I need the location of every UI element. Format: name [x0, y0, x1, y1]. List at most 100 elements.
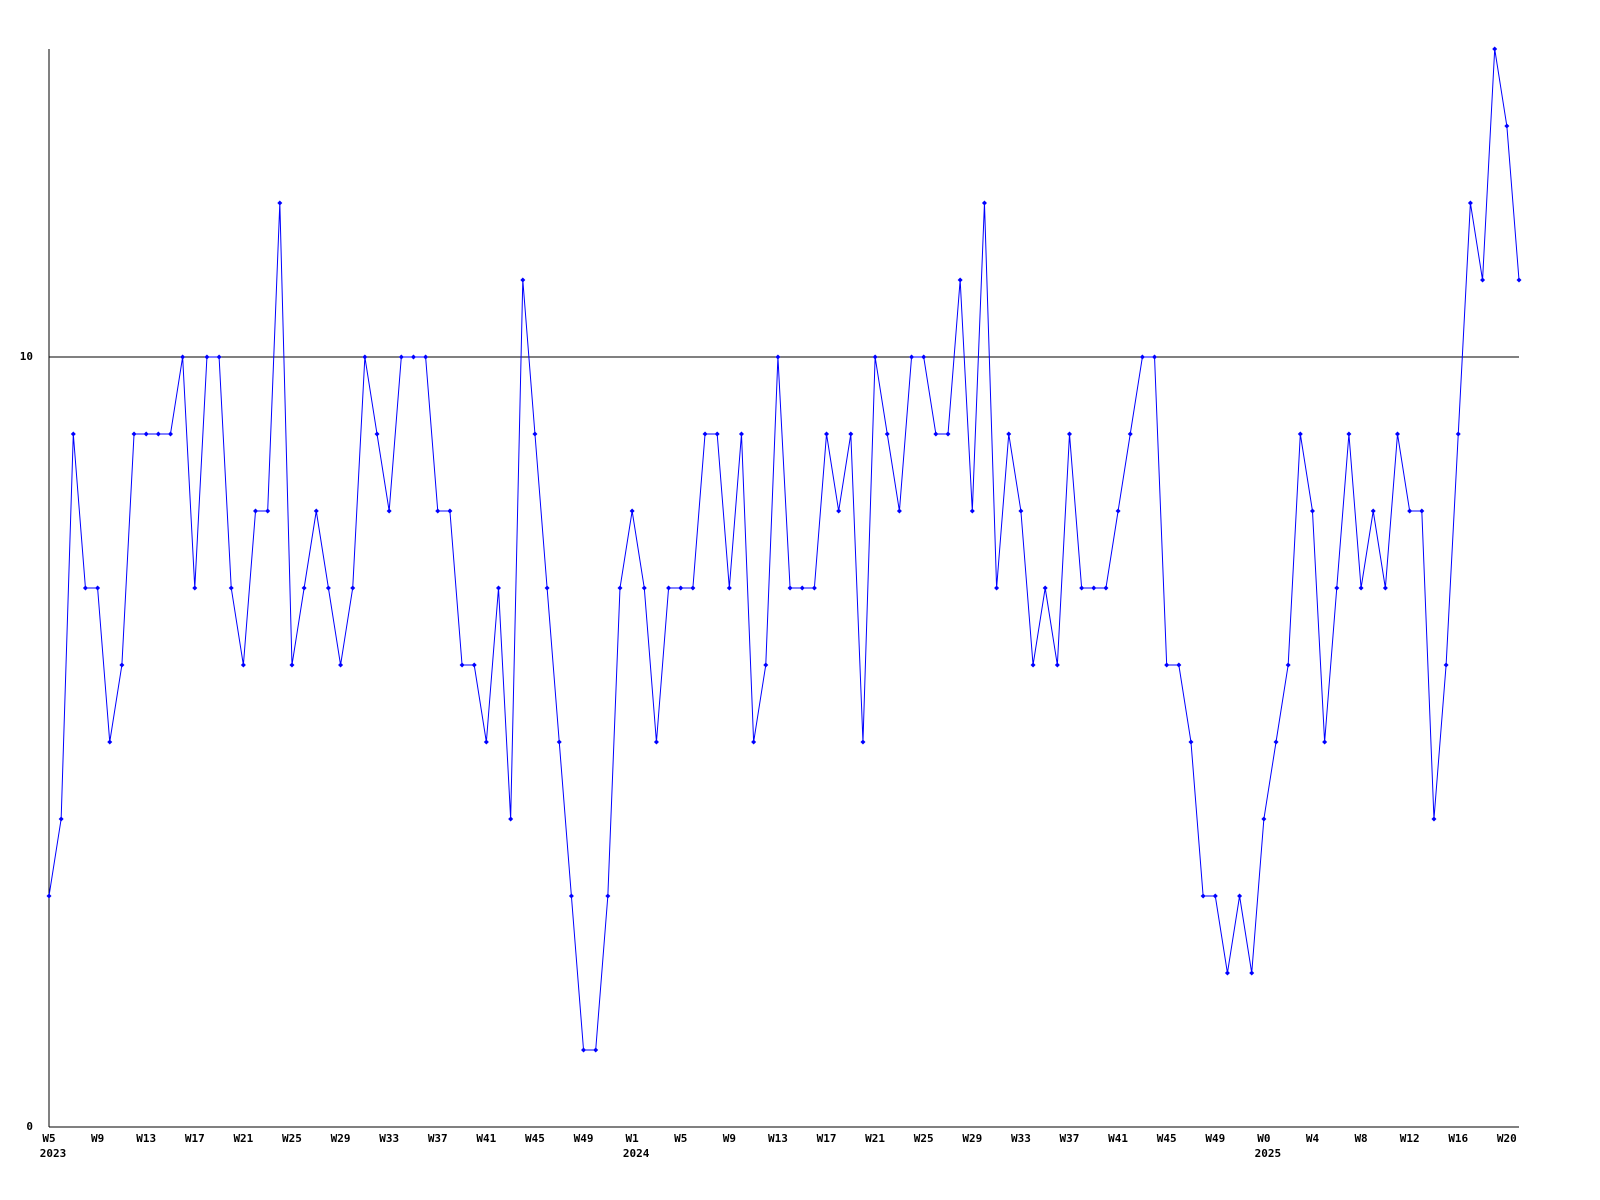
- x-tick-label: W21: [865, 1132, 885, 1145]
- point-marker: [1006, 431, 1012, 437]
- point-marker: [909, 354, 915, 360]
- point-marker: [641, 585, 647, 591]
- point-marker: [1115, 508, 1121, 514]
- point-marker: [811, 585, 817, 591]
- x-tick-label: W17: [817, 1132, 837, 1145]
- point-marker: [1492, 46, 1498, 52]
- point-marker: [192, 585, 198, 591]
- point-marker: [969, 508, 975, 514]
- point-marker: [1443, 662, 1449, 668]
- point-marker: [629, 508, 635, 514]
- point-marker: [143, 431, 149, 437]
- point-marker: [1358, 585, 1364, 591]
- x-tick-label: W4: [1306, 1132, 1320, 1145]
- point-marker: [496, 585, 502, 591]
- point-marker: [860, 739, 866, 745]
- point-marker: [131, 431, 137, 437]
- point-marker: [119, 662, 125, 668]
- x-tick-label: W0: [1257, 1132, 1270, 1145]
- point-marker: [799, 585, 805, 591]
- point-marker: [1066, 431, 1072, 437]
- line: [48, 48, 1520, 1051]
- point-marker: [836, 508, 842, 514]
- point-marker: [593, 1047, 599, 1053]
- point-marker: [167, 431, 173, 437]
- x-tick-label: W5: [674, 1132, 687, 1145]
- point-marker: [313, 508, 319, 514]
- point-marker: [82, 585, 88, 591]
- point-marker: [1297, 431, 1303, 437]
- point-marker: [253, 508, 259, 514]
- year-label: 2024: [623, 1147, 650, 1160]
- point-marker: [1455, 431, 1461, 437]
- x-tick-label: W13: [768, 1132, 788, 1145]
- point-marker: [1334, 585, 1340, 591]
- point-marker: [532, 431, 538, 437]
- point-marker: [1188, 739, 1194, 745]
- point-marker: [1176, 662, 1182, 668]
- point-marker: [374, 431, 380, 437]
- point-marker: [1407, 508, 1413, 514]
- point-marker: [1322, 739, 1328, 745]
- point-marker: [981, 200, 987, 206]
- point-marker: [957, 277, 963, 283]
- point-marker: [824, 431, 830, 437]
- point-marker: [1431, 816, 1437, 822]
- point-marker: [46, 893, 52, 899]
- point-marker: [666, 585, 672, 591]
- x-tick-label: W25: [282, 1132, 302, 1145]
- x-tick-label: W37: [1060, 1132, 1080, 1145]
- point-marker: [690, 585, 696, 591]
- point-marker: [1261, 816, 1267, 822]
- x-tick-label: W49: [1205, 1132, 1225, 1145]
- point-marker: [1346, 431, 1352, 437]
- point-marker: [1103, 585, 1109, 591]
- x-tick-label: W33: [379, 1132, 399, 1145]
- point-marker: [775, 354, 781, 360]
- point-marker: [653, 739, 659, 745]
- point-marker: [435, 508, 441, 514]
- point-marker: [1309, 508, 1315, 514]
- point-marker: [1164, 662, 1170, 668]
- point-marker: [945, 431, 951, 437]
- point-marker: [180, 354, 186, 360]
- point-marker: [848, 431, 854, 437]
- point-marker: [483, 739, 489, 745]
- point-marker: [1030, 662, 1036, 668]
- point-marker: [386, 508, 392, 514]
- x-tick-label: W25: [914, 1132, 934, 1145]
- x-tick-label: W9: [723, 1132, 736, 1145]
- x-tick-label: W20: [1497, 1132, 1517, 1145]
- point-marker: [1467, 200, 1473, 206]
- year-label: 2025: [1255, 1147, 1282, 1160]
- point-marker: [1516, 277, 1522, 283]
- point-marker: [1237, 893, 1243, 899]
- point-marker: [216, 354, 222, 360]
- x-tick-label: W29: [962, 1132, 982, 1145]
- point-marker: [1249, 970, 1255, 976]
- point-marker: [738, 431, 744, 437]
- point-marker: [508, 816, 514, 822]
- point-marker: [605, 893, 611, 899]
- point-marker: [447, 508, 453, 514]
- point-marker: [1419, 508, 1425, 514]
- point-marker: [1395, 431, 1401, 437]
- point-marker: [1018, 508, 1024, 514]
- x-tick-label: W45: [525, 1132, 545, 1145]
- point-marker: [228, 585, 234, 591]
- point-marker: [1079, 585, 1085, 591]
- y-tick-label: 0: [26, 1120, 33, 1133]
- point-marker: [277, 200, 283, 206]
- point-marker: [350, 585, 356, 591]
- point-marker: [714, 431, 720, 437]
- x-tick-label: W8: [1354, 1132, 1367, 1145]
- point-marker: [265, 508, 271, 514]
- point-marker: [544, 585, 550, 591]
- x-tick-label: W37: [428, 1132, 448, 1145]
- point-marker: [1212, 893, 1218, 899]
- point-marker: [520, 277, 526, 283]
- point-marker: [884, 431, 890, 437]
- point-marker: [1042, 585, 1048, 591]
